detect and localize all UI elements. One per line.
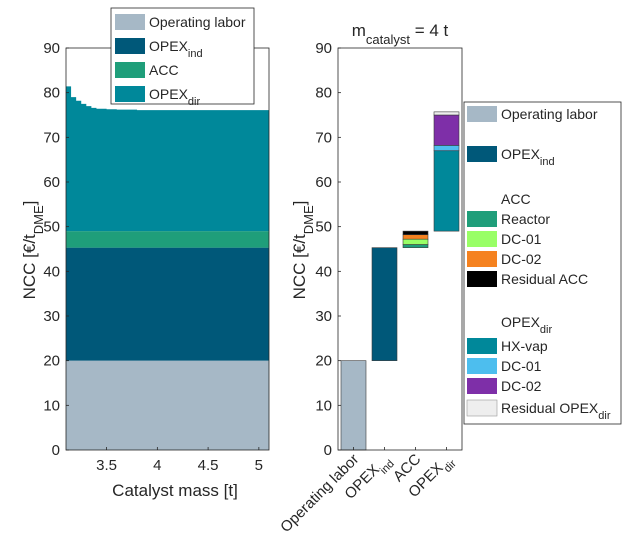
right-legend-swatch	[467, 378, 497, 394]
left-y-tick-label: 70	[43, 129, 60, 146]
right-bar-segment	[433, 150, 460, 232]
left-legend-label: OPEXdir	[149, 86, 200, 108]
right-bar-segment	[402, 244, 429, 248]
left-legend-label: OPEXind	[149, 38, 203, 60]
left-stacked-area-chart: 0 10 20 30 40 50 60 70 80 90 3.5 4 4.5 5 Catalyst ma…	[20, 7, 270, 500]
right-y-axis-ticks: 0 10 20 30 40 50 60 70 80 90	[315, 40, 341, 459]
left-x-axis-label: Catalyst mass [t]	[112, 481, 238, 500]
right-legend-swatch	[467, 358, 497, 374]
left-legend: Operating labor OPEXind ACC OPEXdir	[110, 7, 255, 108]
right-y-tick-label: 60	[315, 174, 332, 191]
left-area-series-1	[66, 247, 269, 361]
left-x-axis-ticks: 3.5 4 4.5 5	[96, 447, 263, 474]
left-area-series-0	[66, 360, 269, 450]
right-legend-label: HX-vap	[501, 338, 548, 354]
right-legend-label: Reactor	[501, 211, 550, 227]
right-y-axis-label: NCC [€/tDME]	[290, 201, 316, 300]
right-y-tick-label: 80	[315, 85, 332, 102]
right-legend-swatch	[466, 399, 498, 417]
right-y-tick-label: 30	[315, 308, 332, 325]
left-y-tick-label: 20	[43, 353, 60, 370]
right-legend-swatch	[467, 231, 497, 247]
right-chart-title: mcatalyst = 4 t	[352, 21, 449, 47]
right-legend-swatch	[467, 106, 497, 122]
left-legend-swatch	[115, 62, 145, 78]
right-legend-label: DC-01	[501, 358, 542, 374]
right-legend-label: Operating labor	[501, 106, 598, 122]
left-x-tick-label: 3.5	[96, 457, 117, 474]
left-y-tick-label: 90	[43, 40, 60, 57]
left-legend-swatch	[115, 86, 145, 102]
right-y-tick-label: 10	[315, 397, 332, 414]
right-bar-segment	[433, 145, 460, 152]
left-y-tick-label: 80	[43, 85, 60, 102]
left-legend-swatch	[115, 38, 145, 54]
left-legend-swatch	[115, 14, 145, 30]
left-x-tick-label: 4.5	[198, 457, 219, 474]
left-y-axis-label: NCC [€/tDME]	[20, 201, 46, 300]
right-y-tick-label: 0	[324, 442, 332, 459]
right-legend: Operating labor OPEXind ACC Reactor DC-01 DC-…	[463, 101, 622, 425]
right-legend-label: OPEXind	[501, 146, 555, 168]
right-y-tick-label: 40	[315, 263, 332, 280]
right-bar-segment	[402, 238, 429, 245]
right-legend-label: DC-02	[501, 251, 542, 267]
right-legend-group-header: OPEXdir	[501, 314, 552, 336]
right-legend-swatch	[467, 146, 497, 162]
right-bar-segments	[340, 111, 460, 451]
right-y-tick-label: 20	[315, 353, 332, 370]
right-bar-segment	[340, 360, 367, 451]
left-y-tick-label: 40	[43, 263, 60, 280]
right-y-tick-label: 50	[315, 219, 332, 236]
left-y-tick-label: 10	[43, 397, 60, 414]
right-bar-segment	[371, 247, 398, 361]
right-legend-group-header: ACC	[501, 191, 531, 207]
right-legend-label: DC-02	[501, 378, 542, 394]
right-y-tick-label: 70	[315, 129, 332, 146]
right-bar-segment	[433, 114, 460, 146]
left-x-tick-label: 4	[153, 457, 161, 474]
right-legend-swatch	[467, 211, 497, 227]
left-y-tick-label: 0	[52, 442, 60, 459]
right-legend-label: Residual ACC	[501, 271, 588, 287]
right-legend-swatch	[467, 271, 497, 287]
right-legend-swatch	[467, 338, 497, 354]
left-y-tick-label: 60	[43, 174, 60, 191]
right-bar-segment	[402, 234, 429, 240]
right-y-tick-label: 90	[315, 40, 332, 57]
right-legend-label: DC-01	[501, 231, 542, 247]
left-area-series	[66, 86, 269, 450]
left-y-tick-label: 50	[43, 219, 60, 236]
left-x-tick-label: 5	[255, 457, 263, 474]
left-legend-label: Operating labor	[149, 14, 246, 30]
right-plot-frame	[337, 47, 463, 451]
right-legend-label: Residual OPEXdir	[501, 400, 611, 422]
right-legend-swatch	[467, 251, 497, 267]
left-area-series-2	[66, 231, 269, 248]
left-legend-label: ACC	[149, 62, 179, 78]
right-waterfall-bar-chart: mcatalyst = 4 t 0 10 20 30 40 50 60 70 80 90 Oper…	[277, 21, 622, 536]
left-y-tick-label: 30	[43, 308, 60, 325]
right-bar-segment	[402, 230, 429, 236]
left-area-series-3	[66, 86, 269, 232]
left-y-axis-ticks: 0 10 20 30 40 50 60 70 80 90	[43, 40, 69, 459]
right-bar-segment	[433, 111, 460, 116]
